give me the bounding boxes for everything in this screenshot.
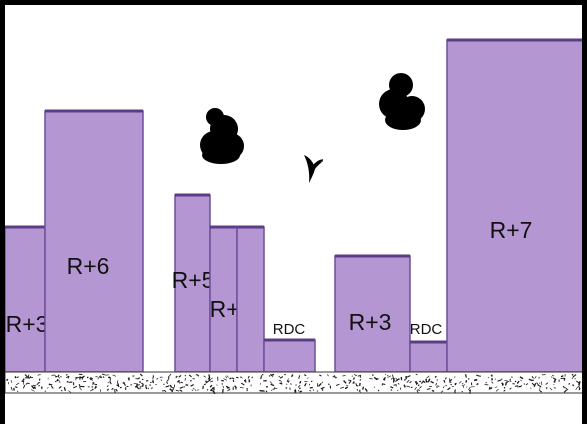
ground-texture <box>6 373 581 395</box>
ground-strip <box>5 371 582 395</box>
building-r6: R+6 <box>44 109 144 373</box>
building-label: RDC <box>410 321 443 338</box>
building-label: R+3 <box>349 309 392 335</box>
building-rdc-left: RDC <box>263 321 316 373</box>
buildings-group: R+3 R+6 R+5 R+4 <box>5 38 582 373</box>
building-r3-right: R+3 <box>334 254 411 373</box>
building-label: R+3 <box>6 311 49 337</box>
building-r5: R+5 <box>172 193 215 373</box>
building-rdc-right: RDC <box>409 321 448 373</box>
building-label: R+5 <box>172 267 215 293</box>
building-r4: R+4 <box>209 225 253 373</box>
building-label: R+6 <box>67 253 110 279</box>
bird-icon <box>304 155 324 183</box>
building-r7: R+7 <box>446 38 582 373</box>
cloud-icon <box>379 73 425 130</box>
building-r3-left: R+3 <box>5 225 49 373</box>
cloud-icon <box>200 108 244 164</box>
street-elevation-diagram: R+3 R+6 R+5 R+4 <box>5 38 582 395</box>
building-label: RDC <box>273 321 306 338</box>
building-label: R+7 <box>490 217 533 243</box>
building-r4-annex <box>236 225 265 373</box>
